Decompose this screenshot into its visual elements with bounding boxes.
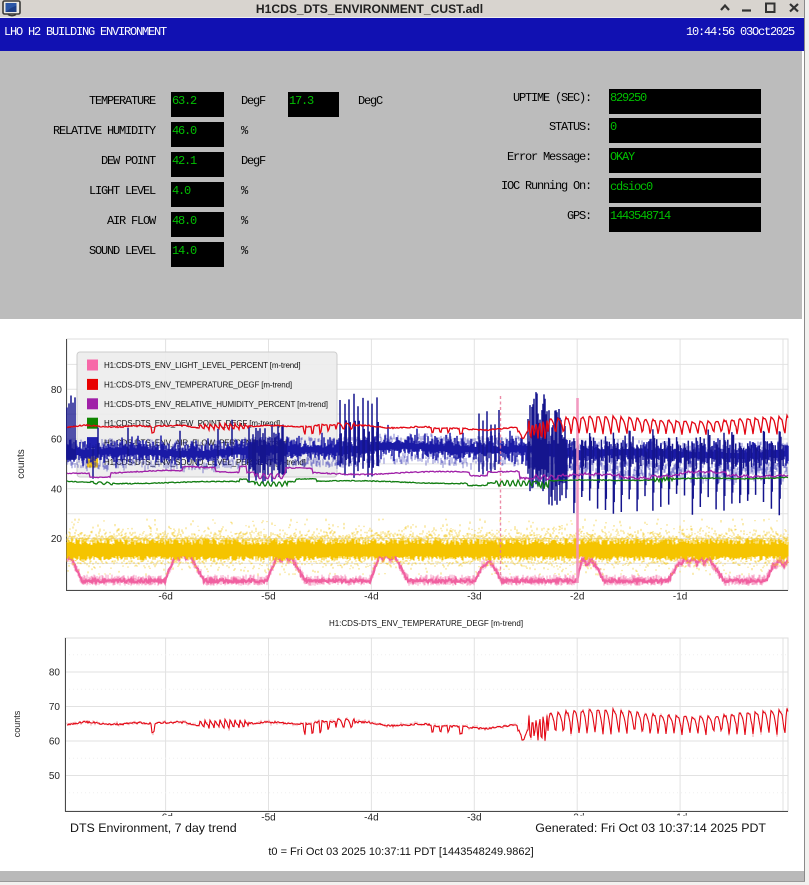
svg-text:20: 20 [51,534,63,545]
svg-text:-3d: -3d [467,813,481,824]
svg-text:H1:CDS-DTS_ENV_DEW_POINT_DEGF: H1:CDS-DTS_ENV_DEW_POINT_DEGF [m-trend] [104,419,280,428]
svg-text:H1:CDS-DTS_ENV_TEMPERATURE_DEG: H1:CDS-DTS_ENV_TEMPERATURE_DEGF [m-trend… [104,380,292,389]
svg-text:-3d: -3d [467,592,481,603]
svg-text:-5d: -5d [261,813,275,824]
svg-text:H1:CDS-DTS_ENV_SOUND_LEVEL_PER: H1:CDS-DTS_ENV_SOUND_LEVEL_PERCENT [m-tr… [104,458,306,467]
svg-text:H1:CDS-DTS_ENV_LIGHT_LEVEL_PER: H1:CDS-DTS_ENV_LIGHT_LEVEL_PERCENT [m-tr… [104,361,300,370]
svg-text:-1d: -1d [673,592,687,603]
svg-text:80: 80 [51,385,63,396]
svg-text:60: 60 [51,435,63,446]
svg-text:H1:CDS-DTS_ENV_TEMPERATURE_DEG: H1:CDS-DTS_ENV_TEMPERATURE_DEGF [m-trend… [329,619,523,628]
svg-text:DTS Environment, 7 day trend: DTS Environment, 7 day trend [70,821,237,835]
svg-text:H1:CDS-DTS_ENV_RELATIVE_HUMIDI: H1:CDS-DTS_ENV_RELATIVE_HUMIDITY_PERCENT… [104,400,328,409]
svg-text:50: 50 [49,771,61,782]
svg-text:70: 70 [49,702,61,713]
svg-text:-5d: -5d [261,592,275,603]
svg-text:-2d: -2d [570,592,584,603]
svg-text:60: 60 [49,737,61,748]
svg-text:-6d: -6d [158,592,172,603]
svg-text:t0 = Fri Oct 03 2025 10:37:11: t0 = Fri Oct 03 2025 10:37:11 PDT [14435… [268,846,533,858]
svg-text:40: 40 [51,484,63,495]
svg-text:-4d: -4d [364,592,378,603]
svg-text:Generated: Fri Oct 03 10:37:14: Generated: Fri Oct 03 10:37:14 2025 PDT [535,821,766,835]
svg-text:counts: counts [12,710,22,737]
svg-text:counts: counts [16,449,27,478]
svg-text:80: 80 [49,668,61,679]
svg-text:-4d: -4d [364,813,378,824]
